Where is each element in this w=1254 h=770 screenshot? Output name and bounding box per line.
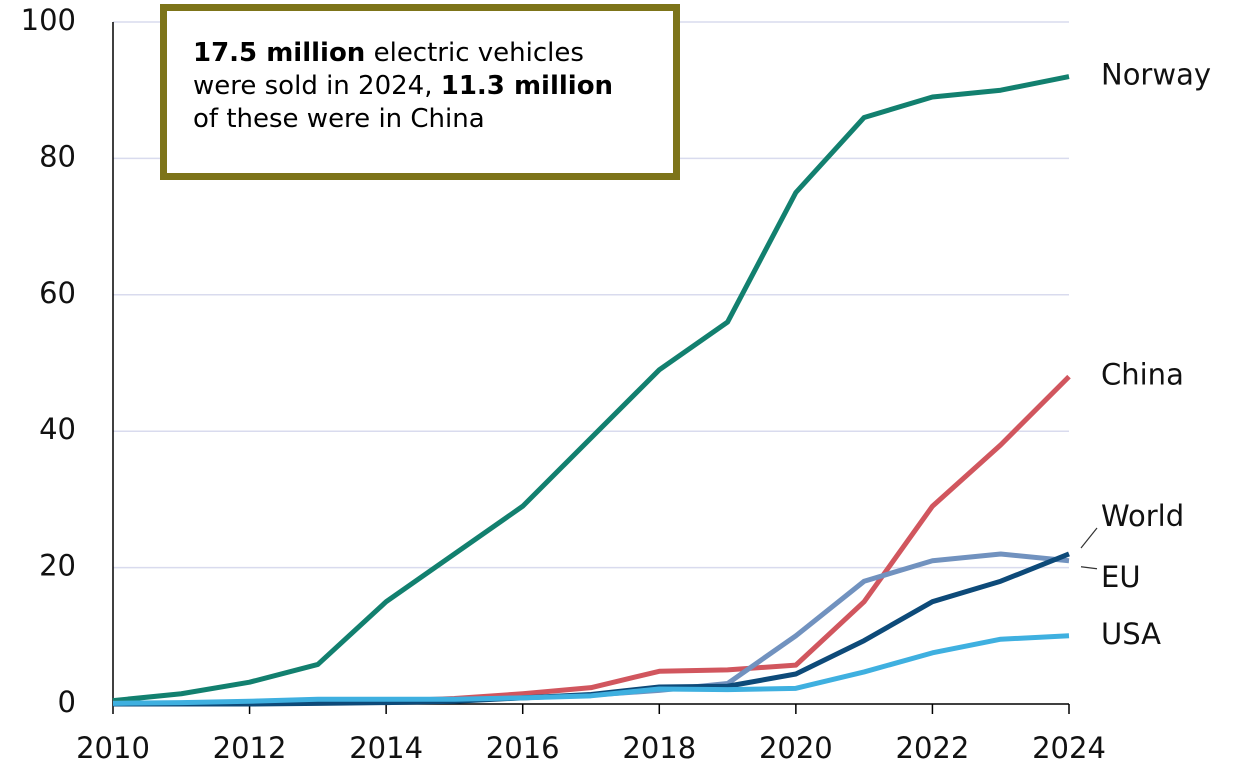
- x-tick-label: 2024: [1032, 731, 1106, 765]
- y-tick-label: 0: [58, 685, 76, 719]
- label-leader: [1080, 566, 1098, 570]
- x-tick-label: 2014: [349, 731, 423, 765]
- series-label: USA: [1101, 617, 1161, 651]
- annotation-text: electric vehicles: [365, 38, 584, 68]
- annotation-line: of these were in China: [193, 103, 673, 136]
- series-line: [112, 633, 1070, 706]
- x-tick-label: 2018: [622, 731, 696, 765]
- x-tick-label: 2022: [896, 731, 970, 765]
- annotation-text: 17.5 million: [193, 38, 366, 68]
- series-label: China: [1101, 358, 1184, 392]
- annotation-text: 11.3 million: [440, 71, 614, 101]
- x-tick-label: 2012: [213, 731, 287, 765]
- y-tick-label: 40: [39, 412, 76, 446]
- series-line: [112, 74, 1070, 704]
- series-label: Norway: [1101, 58, 1211, 92]
- series-label: EU: [1101, 560, 1141, 594]
- x-tick-label: 2010: [76, 731, 150, 765]
- y-tick-label: 60: [39, 276, 76, 310]
- x-tick-label: 2016: [486, 731, 560, 765]
- x-tick-label: 2020: [759, 731, 833, 765]
- annotation-text: of these were in China: [193, 104, 485, 134]
- label-leader: [1080, 527, 1098, 549]
- annotation-text: were sold in 2024,: [193, 71, 441, 101]
- annotation-line: 17.5 million electric vehicles: [193, 37, 673, 70]
- y-tick-label: 20: [39, 549, 76, 583]
- y-tick-label: 80: [39, 139, 76, 173]
- annotation-line: were sold in 2024, 11.3 million: [193, 70, 673, 103]
- annotation-box: 17.5 million electric vehicles were sold …: [160, 4, 680, 180]
- y-tick-label: 100: [21, 3, 76, 37]
- series-label: World: [1101, 499, 1184, 533]
